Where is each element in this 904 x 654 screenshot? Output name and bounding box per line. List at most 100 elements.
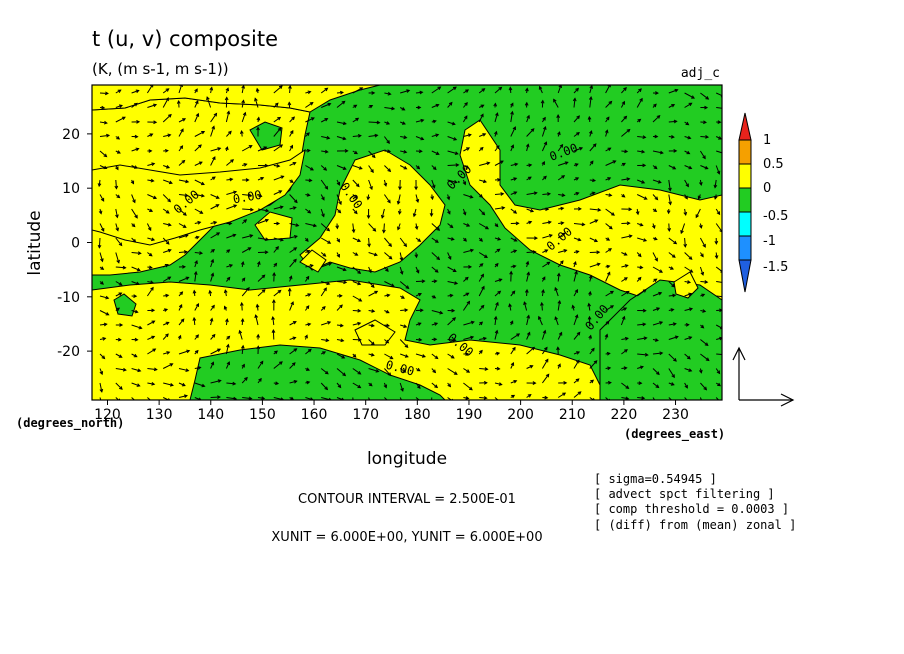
wind-vector-head [192, 316, 197, 321]
wind-vector [415, 266, 420, 273]
wind-vector [636, 194, 647, 200]
wind-vector-head [116, 135, 121, 140]
wind-vector-head [496, 351, 501, 356]
wind-vector [447, 86, 457, 94]
wind-vector-head [686, 280, 692, 284]
wind-vector-head [468, 386, 473, 391]
colorbar-label-3: 0 [763, 181, 771, 196]
wind-vector-head [169, 363, 174, 367]
wind-vector [320, 118, 328, 123]
y-axis-ticks: 20 10 0 -10 -20 [57, 127, 92, 360]
wind-vector [573, 314, 578, 326]
wind-vector [194, 179, 205, 185]
wind-vector-head [325, 338, 330, 343]
wind-vector-head [483, 396, 488, 400]
wind-vector [273, 144, 283, 152]
wind-vector-head [470, 320, 475, 325]
wind-vector-head [621, 193, 626, 198]
wind-vector-head [624, 149, 629, 154]
wind-vector-head [201, 130, 206, 135]
wind-vector-head [119, 386, 123, 390]
wind-vector-head [398, 186, 402, 191]
wind-vector-head [271, 299, 276, 304]
wind-vector-head [684, 384, 688, 389]
wind-vector [463, 336, 474, 340]
wind-vector-head [673, 401, 676, 404]
wind-vector [273, 361, 283, 369]
x-tick-label: 150 [249, 407, 276, 423]
y-tick-label: 0 [71, 236, 80, 252]
wind-vector-head [225, 87, 230, 92]
wind-vector-head [135, 89, 140, 94]
wind-vector-head [177, 334, 182, 339]
wind-vector-head [255, 87, 260, 92]
wind-vector-head [374, 290, 379, 295]
wind-vector [352, 266, 361, 274]
wind-vector-head [376, 120, 381, 125]
wind-vector-head [279, 144, 284, 148]
wind-vector-head [671, 374, 675, 379]
wind-vector-head [597, 208, 602, 212]
wind-vector-head [577, 207, 582, 211]
wind-vector-head [148, 265, 153, 270]
wind-vector [257, 208, 269, 212]
wind-vector [621, 337, 628, 340]
wind-vector [321, 321, 331, 326]
wind-vector-head [185, 276, 190, 281]
wind-vector-head [498, 400, 501, 403]
wind-vector-head [388, 243, 392, 248]
wind-vector [241, 112, 246, 123]
wind-vector-head [533, 191, 538, 196]
wind-vector-head [576, 331, 581, 336]
wind-vector-head [513, 249, 518, 254]
wind-vector [714, 179, 717, 188]
wind-vector [478, 208, 485, 216]
wind-vector-head [133, 165, 138, 169]
wind-vector-head [493, 130, 498, 135]
wind-vector-head [366, 196, 371, 201]
wind-vector [397, 223, 401, 230]
wind-vector [115, 368, 126, 371]
wind-vector [336, 136, 346, 140]
wind-vector-head [404, 354, 409, 358]
wind-vector-head [544, 358, 549, 363]
wind-vector-head [263, 146, 268, 150]
wind-vector [162, 363, 173, 369]
wind-vector-head [183, 394, 188, 399]
wind-vector [573, 88, 579, 94]
wind-vector [384, 353, 393, 360]
wind-vector [384, 92, 391, 95]
wind-vector-head [335, 225, 340, 230]
wind-vector-head [610, 305, 615, 309]
wind-vector-head [714, 255, 719, 260]
colorbar-band-orange [738, 139, 752, 165]
wind-vector [478, 286, 485, 297]
wind-vector-head [256, 333, 260, 338]
wind-vector [684, 336, 692, 340]
wind-vector-head [704, 105, 709, 110]
wind-vector-head [465, 292, 470, 297]
wind-vector-head [226, 249, 231, 253]
wind-vector-head [288, 85, 292, 89]
wind-vector [162, 276, 171, 282]
wind-vector [573, 115, 580, 123]
wind-vector-head [685, 121, 690, 126]
wind-vector-head [264, 250, 269, 255]
wind-vector [147, 382, 155, 385]
wind-vector-head [589, 130, 593, 135]
wind-vector-head [183, 250, 188, 254]
wind-vector [336, 165, 347, 170]
wind-vector-head [464, 101, 468, 106]
wind-vector-head [702, 309, 707, 313]
wind-vector-head [588, 290, 592, 295]
wind-vector-head [436, 256, 441, 261]
wind-vector-head [688, 292, 693, 297]
info-line-2: [ advect spct filtering ] [594, 487, 775, 501]
wind-vector-head [321, 196, 325, 201]
wind-vector-head [101, 355, 106, 360]
wind-vector-head [659, 269, 663, 273]
wind-vector-head [485, 225, 490, 230]
wind-vector [557, 85, 562, 94]
wind-vector [147, 237, 155, 241]
chart-title: t (u, v) composite [92, 27, 278, 51]
